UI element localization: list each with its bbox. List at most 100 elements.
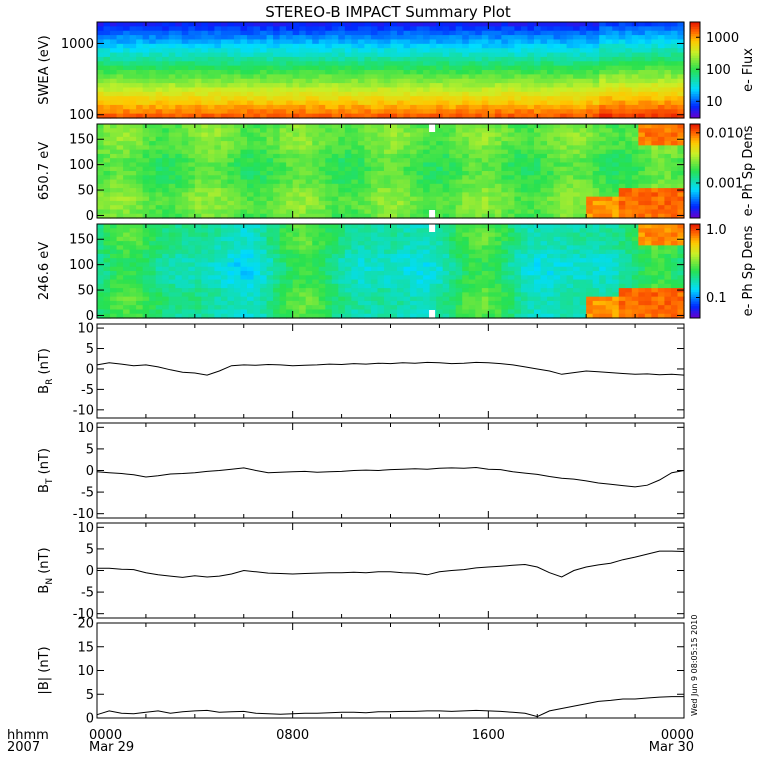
heatmap-cell xyxy=(240,158,248,164)
heatmap-cell xyxy=(592,100,600,106)
heatmap-cell xyxy=(325,224,333,229)
heatmap-cell xyxy=(266,183,274,189)
heatmap-cell xyxy=(201,22,209,27)
heatmap-cell xyxy=(618,213,626,219)
heatmap-cell xyxy=(123,100,131,106)
heatmap-cell xyxy=(612,39,620,45)
heatmap-cell xyxy=(136,153,144,159)
heatmap-cell xyxy=(370,141,379,146)
heatmap-cell xyxy=(279,196,287,202)
heatmap-cell xyxy=(592,43,600,49)
heatmap-cell xyxy=(364,56,372,62)
heatmap-cell xyxy=(553,209,561,215)
heatmap-cell xyxy=(631,65,639,71)
heatmap-cell xyxy=(220,96,229,102)
heatmap-cell xyxy=(305,213,313,219)
heatmap-cell xyxy=(116,224,124,229)
heatmap-cell xyxy=(586,78,594,84)
heatmap-cell xyxy=(188,65,196,71)
heatmap-cell xyxy=(442,183,450,189)
heatmap-cell xyxy=(155,183,163,189)
heatmap-cell xyxy=(279,305,287,311)
heatmap-cell xyxy=(318,87,326,93)
heatmap-cell xyxy=(299,87,307,93)
heatmap-cell xyxy=(136,65,144,71)
heatmap-cell xyxy=(266,104,274,110)
heatmap-cell xyxy=(214,30,222,36)
heatmap-cell xyxy=(338,188,346,193)
heatmap-cell xyxy=(553,158,561,164)
heatmap-cell xyxy=(286,213,294,219)
heatmap-cell xyxy=(279,313,287,319)
heatmap-cell xyxy=(651,48,659,54)
heatmap-cell xyxy=(462,104,470,110)
heatmap-cell xyxy=(520,74,529,80)
heatmap-cell xyxy=(416,104,424,110)
heatmap-cell xyxy=(651,209,659,215)
heatmap-cell xyxy=(449,124,457,129)
heatmap-cell xyxy=(299,241,307,246)
heatmap-cell xyxy=(201,153,209,159)
heatmap-cell xyxy=(618,149,626,155)
heatmap-cell xyxy=(305,179,313,185)
heatmap-cell xyxy=(338,26,346,32)
heatmap-cell xyxy=(162,162,170,168)
heatmap-cell xyxy=(318,22,326,27)
heatmap-cell xyxy=(273,149,281,155)
heatmap-cell xyxy=(142,87,150,93)
heatmap-cell xyxy=(279,288,287,293)
heatmap-cell xyxy=(357,74,366,80)
heatmap-cell xyxy=(110,141,118,146)
heatmap-cell xyxy=(351,96,359,102)
heatmap-cell xyxy=(351,109,359,115)
colorbar-segment xyxy=(690,140,700,144)
heatmap-cell xyxy=(325,74,333,80)
heatmap-cell xyxy=(207,153,215,159)
heatmap-cell xyxy=(488,83,496,89)
heatmap-cell xyxy=(97,175,105,181)
heatmap-cell xyxy=(533,205,542,211)
heatmap-cell xyxy=(494,22,502,27)
heatmap-cell xyxy=(514,183,522,189)
heatmap-cell xyxy=(475,158,483,164)
heatmap-cell xyxy=(625,22,633,27)
heatmap-cell xyxy=(455,22,463,27)
heatmap-cell xyxy=(318,43,326,49)
heatmap-cell xyxy=(162,258,170,264)
heatmap-cell xyxy=(103,43,111,49)
heatmap-cell xyxy=(175,224,183,229)
heatmap-cell xyxy=(253,300,261,306)
heatmap-cell xyxy=(181,22,189,27)
heatmap-cell xyxy=(279,22,287,27)
heatmap-cell xyxy=(207,283,215,289)
heatmap-cell xyxy=(527,166,535,172)
heatmap-cell xyxy=(599,132,607,138)
heatmap-cell xyxy=(240,132,248,138)
heatmap-cell xyxy=(449,91,457,97)
heatmap-cell xyxy=(612,30,620,36)
heatmap-cell xyxy=(97,228,105,234)
heatmap-cell xyxy=(149,188,157,193)
heatmap-cell xyxy=(142,61,150,67)
heatmap-cell xyxy=(312,30,320,36)
heatmap-cell xyxy=(325,192,333,198)
heatmap-cell xyxy=(331,288,339,293)
heatmap-cell xyxy=(344,228,352,234)
heatmap-cell xyxy=(403,22,411,27)
heatmap-cell xyxy=(501,132,509,138)
heatmap-cell xyxy=(142,162,150,168)
colorbar-segment xyxy=(690,159,700,163)
heatmap-cell xyxy=(325,35,333,41)
heatmap-cell xyxy=(318,124,326,129)
heatmap-cell xyxy=(670,52,679,58)
heatmap-cell xyxy=(475,43,483,49)
heatmap-cell xyxy=(299,149,307,155)
heatmap-cell xyxy=(331,87,339,93)
heatmap-cell xyxy=(292,74,300,80)
heatmap-cell xyxy=(475,128,483,134)
heatmap-cell xyxy=(325,113,333,119)
heatmap-cell xyxy=(520,48,529,54)
heatmap-cell xyxy=(110,124,118,129)
heatmap-cell xyxy=(494,166,502,172)
heatmap-cell xyxy=(136,61,144,67)
